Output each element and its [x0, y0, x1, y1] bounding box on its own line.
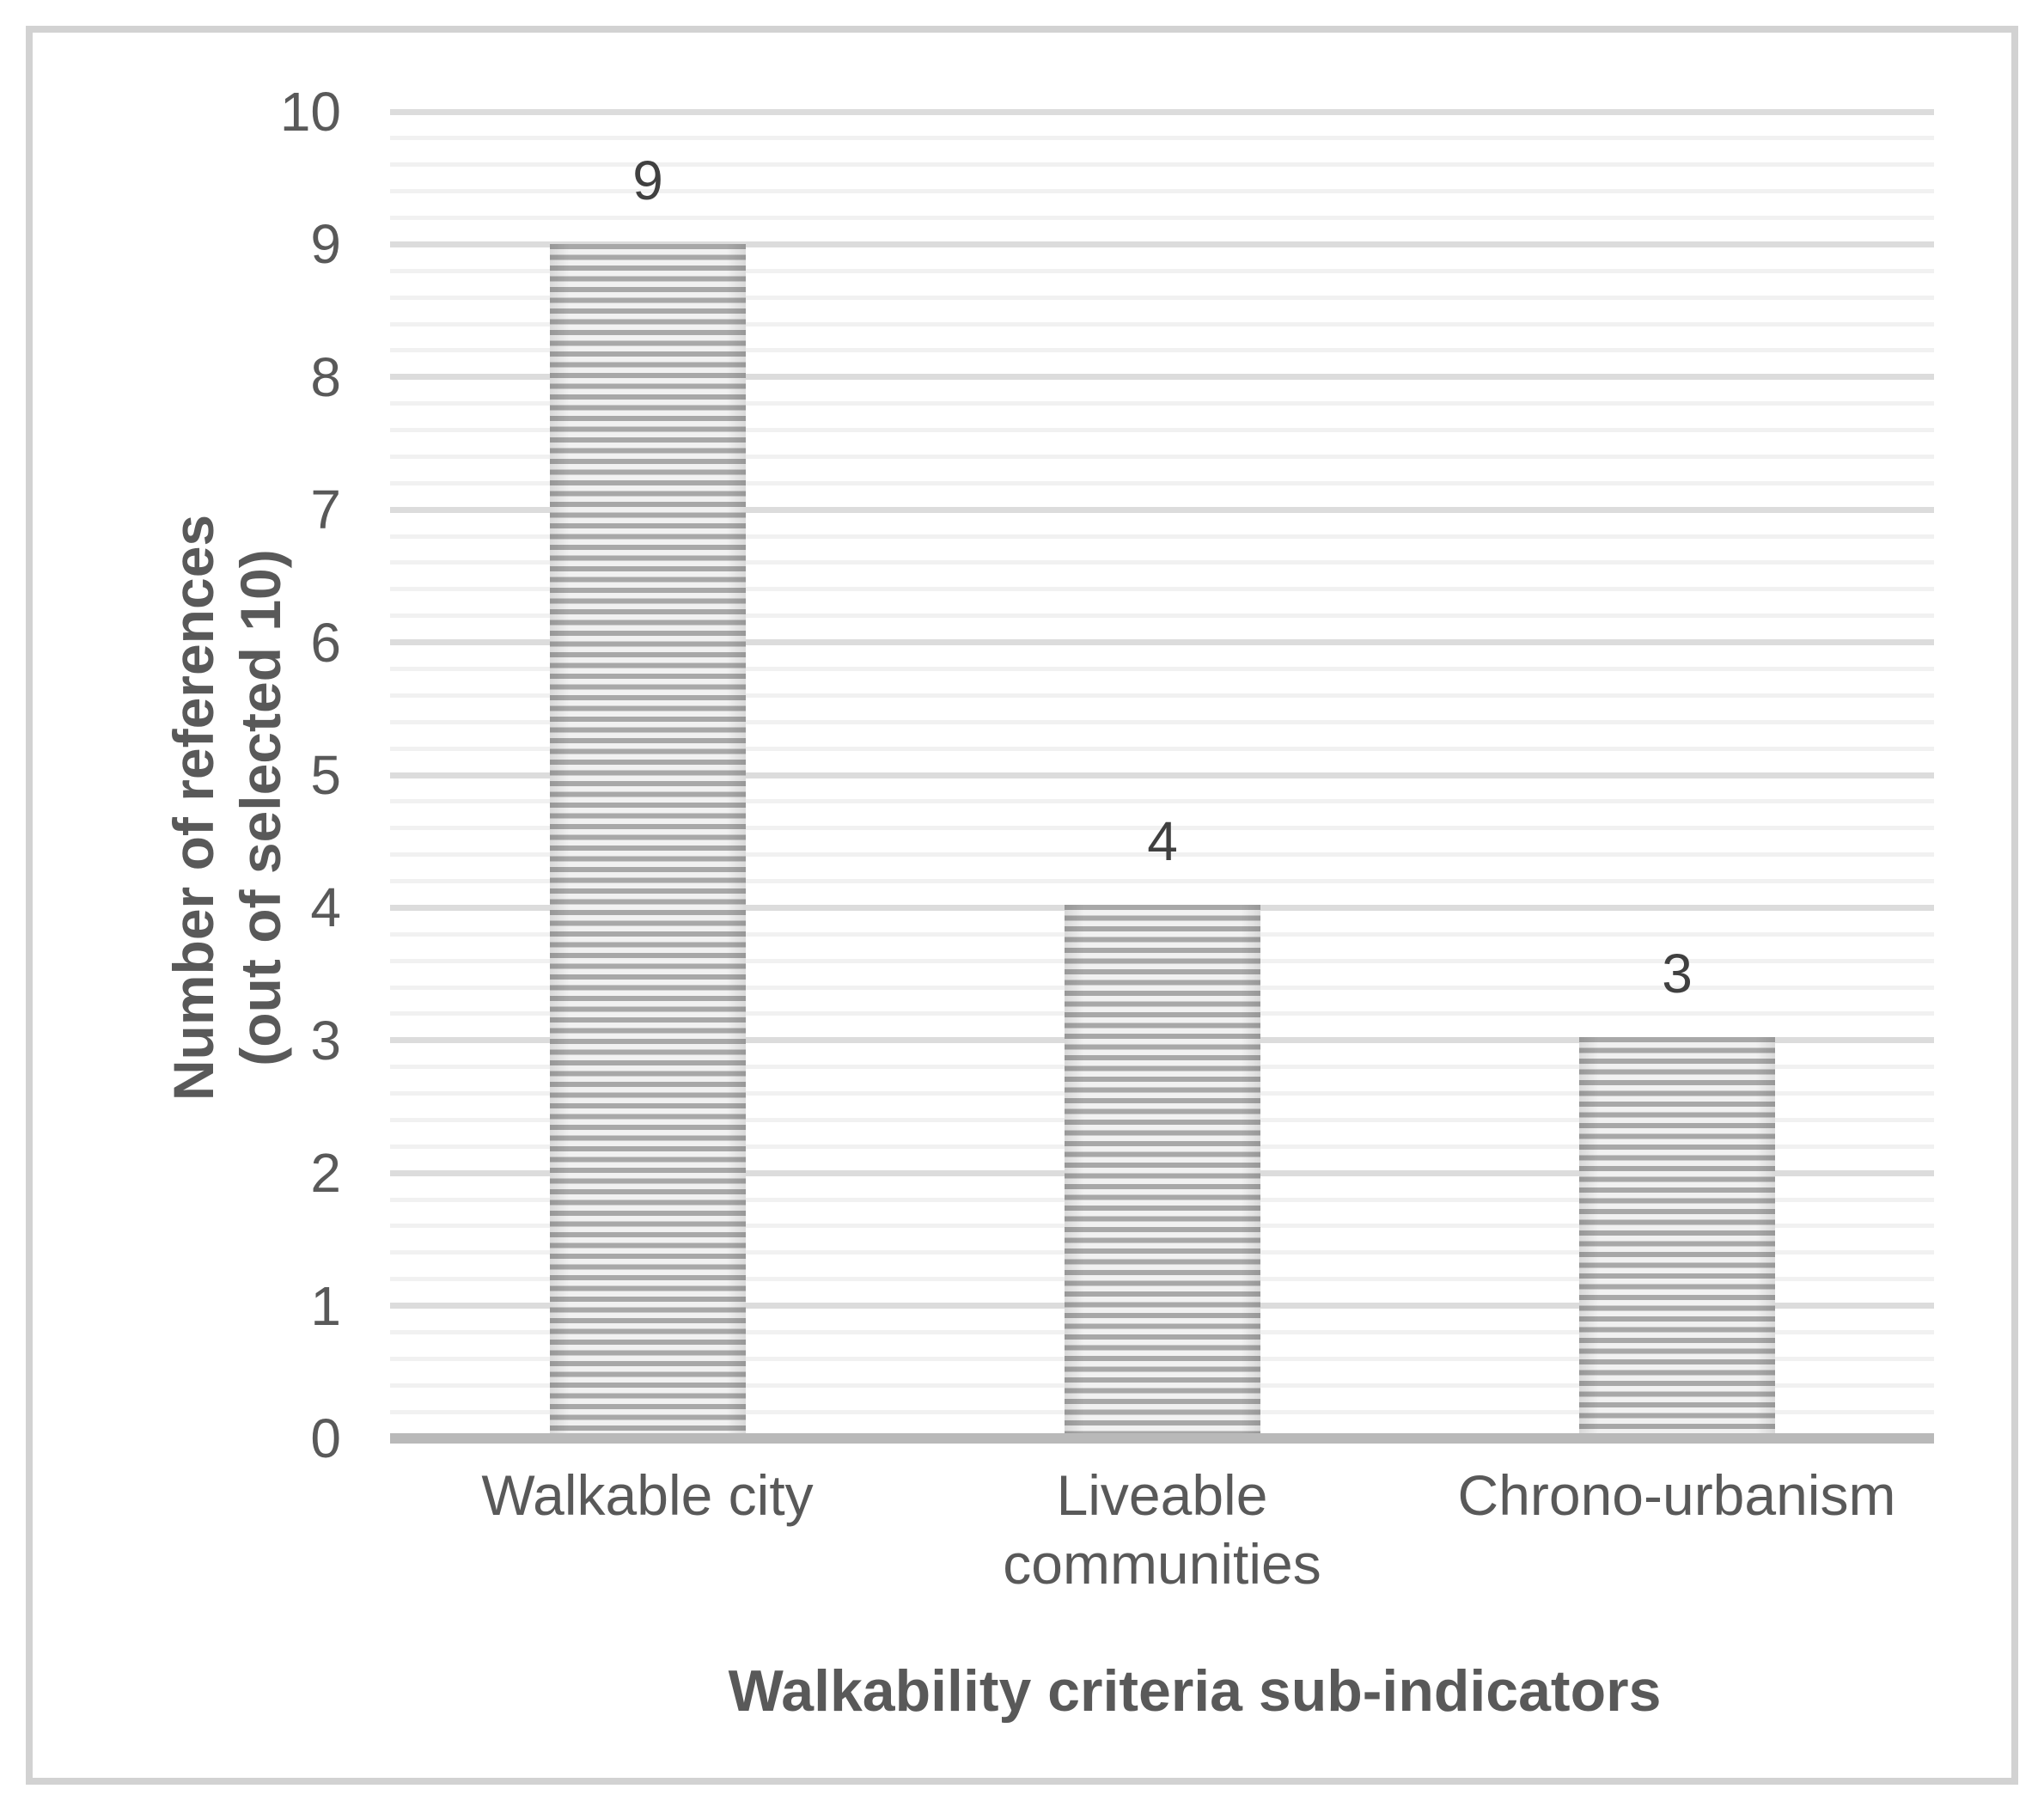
minor-gridline: [390, 321, 1934, 327]
minor-gridline: [390, 216, 1934, 221]
minor-gridline: [390, 534, 1934, 539]
bar-walkable-city: [550, 244, 746, 1433]
minor-gridline: [390, 826, 1934, 831]
minor-gridline: [390, 189, 1934, 194]
major-gridline: [390, 506, 1934, 513]
minor-gridline: [390, 693, 1934, 698]
minor-gridline: [390, 852, 1934, 858]
minor-gridline: [390, 560, 1934, 565]
minor-gridline: [390, 879, 1934, 884]
y-tick-label: 10: [279, 81, 341, 143]
minor-gridline: [390, 348, 1934, 353]
minor-gridline: [390, 428, 1934, 433]
y-tick-label: 1: [310, 1274, 341, 1337]
y-tick-label: 8: [310, 345, 341, 408]
data-label: 9: [632, 150, 663, 211]
major-gridline: [390, 374, 1934, 381]
category-label: Chrono-urbanism: [1457, 1463, 1896, 1527]
bar-chrono-urbanism: [1579, 1037, 1775, 1433]
y-tick-label: 2: [310, 1142, 341, 1205]
minor-gridline: [390, 587, 1934, 592]
bar-liveable-communities: [1065, 905, 1260, 1433]
x-axis-line: [390, 1433, 1934, 1444]
minor-gridline: [390, 614, 1934, 619]
major-gridline: [390, 241, 1934, 247]
data-label: 4: [1147, 810, 1178, 872]
y-tick-label: 6: [310, 611, 341, 674]
minor-gridline: [390, 295, 1934, 300]
category-label: Walkable city: [481, 1463, 814, 1527]
minor-gridline: [390, 480, 1934, 485]
minor-gridline: [390, 746, 1934, 751]
minor-gridline: [390, 136, 1934, 141]
y-tick-label: 5: [310, 744, 341, 806]
category-label: Liveable communities: [1003, 1463, 1321, 1596]
major-gridline: [390, 639, 1934, 646]
minor-gridline: [390, 401, 1934, 406]
minor-gridline: [390, 268, 1934, 273]
y-tick-label: 9: [310, 213, 341, 276]
major-gridline: [390, 108, 1934, 115]
minor-gridline: [390, 454, 1934, 459]
y-tick-label: 4: [310, 876, 341, 939]
y-tick-label: 7: [310, 479, 341, 541]
minor-gridline: [390, 162, 1934, 168]
minor-gridline: [390, 799, 1934, 804]
minor-gridline: [390, 719, 1934, 724]
y-tick-label: 3: [310, 1009, 341, 1071]
major-gridline: [390, 772, 1934, 778]
data-label: 3: [1662, 943, 1693, 1004]
x-axis-title: Walkability criteria sub-indicators: [728, 1658, 1662, 1724]
minor-gridline: [390, 666, 1934, 671]
y-tick-label: 0: [310, 1407, 341, 1469]
